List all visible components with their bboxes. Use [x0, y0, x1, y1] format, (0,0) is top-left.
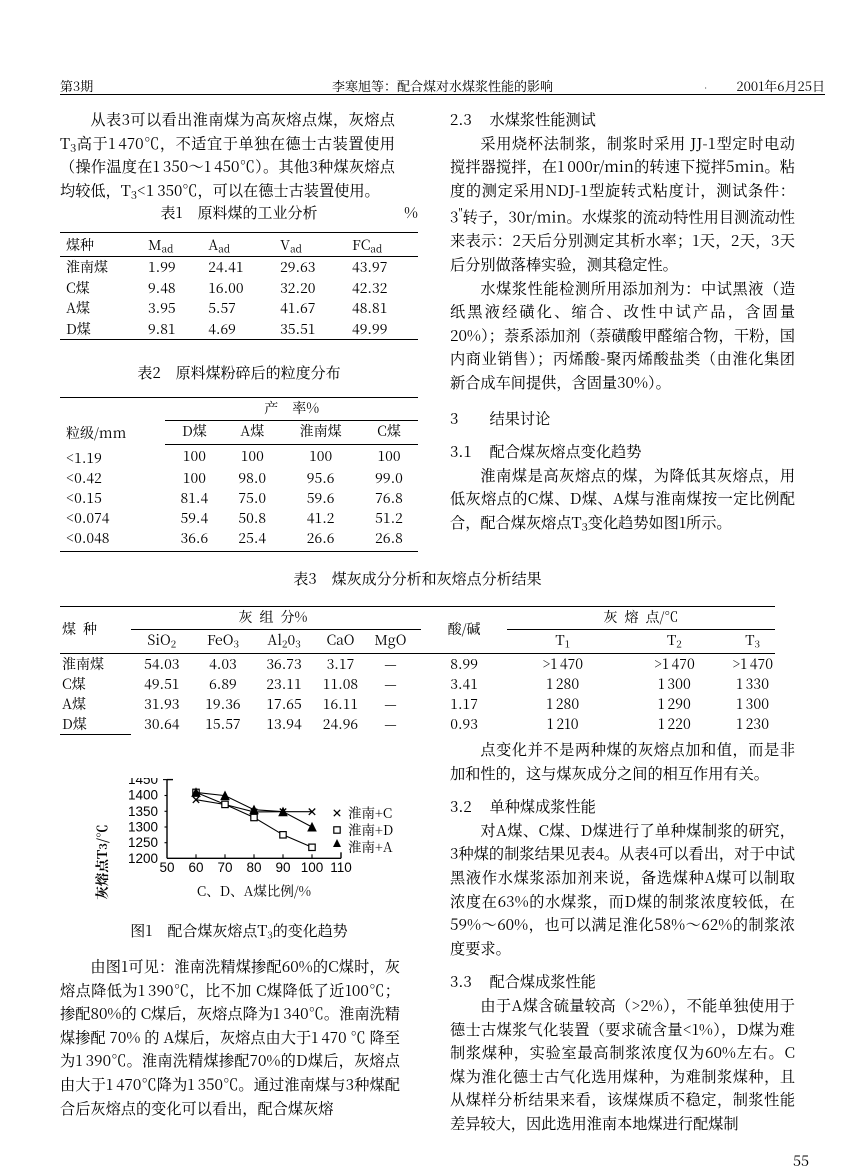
svg-text:60: 60: [188, 860, 203, 875]
svg-text:1400: 1400: [128, 788, 158, 803]
svg-text:灰熔点T3/℃: 灰熔点T3/℃: [91, 824, 111, 899]
svg-text:90: 90: [275, 860, 290, 875]
svg-text:淮南+A: 淮南+A: [348, 836, 393, 856]
svg-text:110: 110: [330, 860, 352, 875]
svg-text:100: 100: [301, 860, 324, 875]
svg-text:1450: 1450: [128, 778, 158, 787]
svg-text:70: 70: [217, 860, 232, 875]
svg-text:50: 50: [159, 860, 174, 875]
svg-text:1350: 1350: [128, 804, 158, 819]
svg-text:80: 80: [246, 860, 261, 875]
svg-text:C、D、A煤比例/%: C、D、A煤比例/%: [197, 880, 311, 900]
svg-text:1200: 1200: [128, 851, 158, 866]
svg-text:1250: 1250: [128, 835, 158, 850]
svg-text:1300: 1300: [128, 820, 158, 835]
